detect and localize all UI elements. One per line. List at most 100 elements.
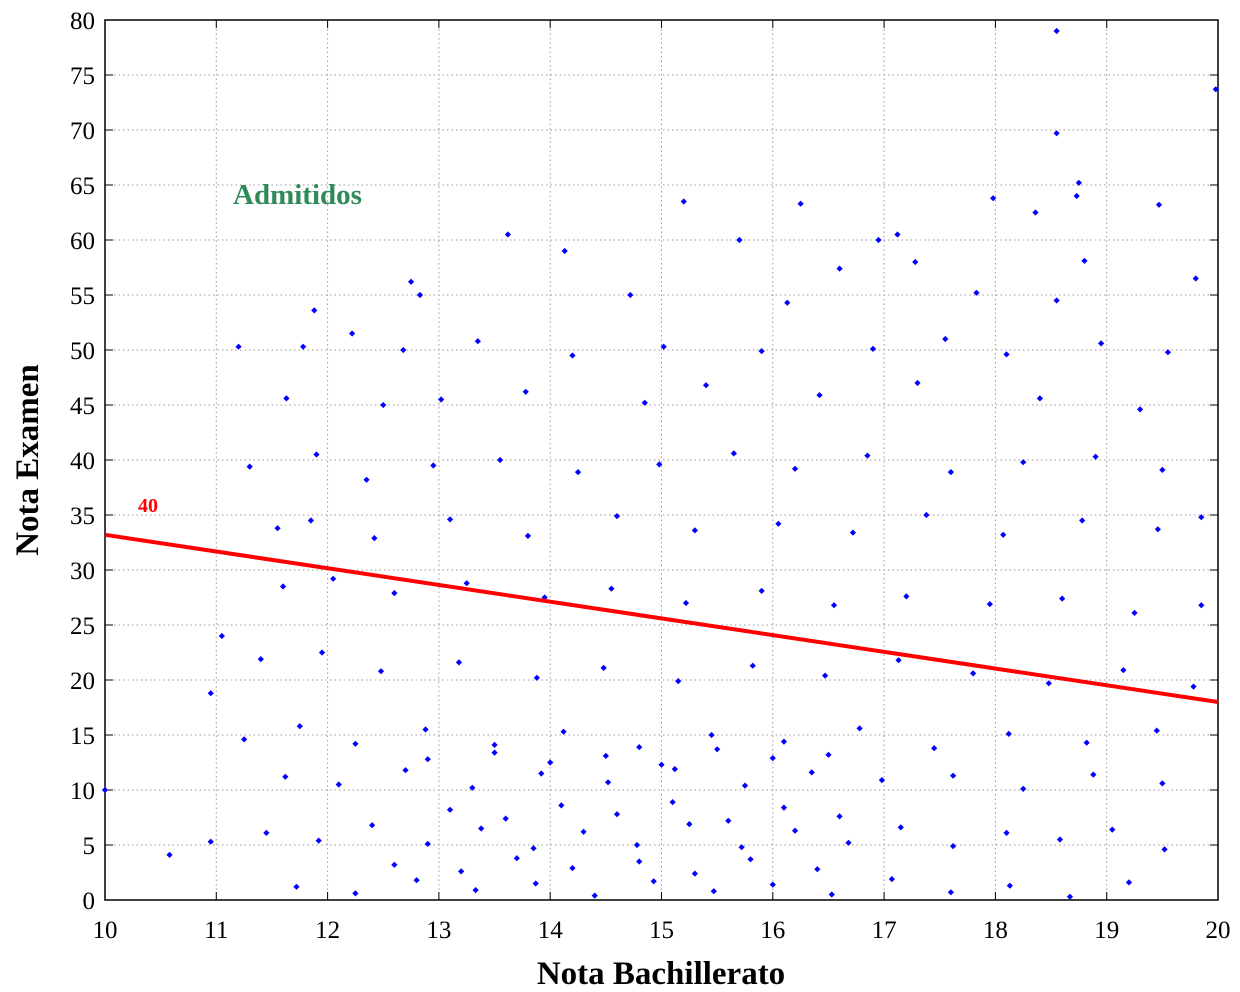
y-tick-label: 55 <box>70 283 95 310</box>
data-point <box>775 520 782 527</box>
data-point <box>613 811 621 818</box>
region-label-admitidos: Admitidos <box>233 179 362 211</box>
data-point <box>307 517 315 524</box>
data-point <box>438 396 445 403</box>
y-tick-label: 70 <box>70 118 95 145</box>
data-point <box>1131 609 1138 617</box>
data-point <box>472 886 479 894</box>
data-point <box>560 728 567 735</box>
data-point <box>207 690 214 697</box>
data-point <box>613 512 621 520</box>
data-point <box>502 815 509 822</box>
data-point <box>282 773 289 780</box>
data-point <box>296 723 303 730</box>
data-point <box>864 452 871 459</box>
x-tick-label: 14 <box>538 917 564 944</box>
data-point <box>524 532 532 540</box>
data-point <box>1059 595 1066 602</box>
x-tick-label: 20 <box>1206 917 1231 944</box>
data-point <box>633 841 641 849</box>
data-point <box>463 580 470 587</box>
data-point <box>371 534 378 542</box>
data-point <box>680 198 687 205</box>
data-point <box>522 388 529 395</box>
data-point <box>1020 785 1027 793</box>
data-point <box>947 889 954 896</box>
data-point <box>416 291 424 299</box>
data-point <box>780 804 788 811</box>
data-point <box>446 806 454 813</box>
data-point <box>714 746 721 753</box>
data-point <box>830 602 838 609</box>
data-point <box>1066 893 1074 900</box>
data-point <box>283 395 290 402</box>
x-tick-label: 13 <box>426 917 451 944</box>
data-point <box>504 231 512 238</box>
data-point <box>391 589 398 597</box>
y-axis-title: Nota Examen <box>10 364 46 556</box>
data-point <box>218 632 225 640</box>
data-point <box>400 346 407 354</box>
data-point <box>335 781 342 788</box>
data-point <box>1212 86 1219 93</box>
data-point <box>413 877 420 884</box>
y-tick-label: 65 <box>70 173 95 200</box>
data-point <box>736 236 743 244</box>
data-point <box>758 347 765 355</box>
data-point <box>207 838 214 845</box>
data-point <box>725 817 732 824</box>
y-tick-label: 75 <box>70 63 95 90</box>
data-point <box>569 352 576 359</box>
data-point <box>973 289 980 296</box>
data-point <box>691 527 699 534</box>
data-point <box>407 278 415 285</box>
data-point <box>903 593 910 600</box>
data-point <box>497 456 504 464</box>
data-point <box>1192 275 1199 282</box>
x-axis-ticks: 10 11 12 13 14 15 16 17 18 19 20 <box>93 20 1231 944</box>
data-point <box>669 798 676 806</box>
y-axis-ticks: 0 5 10 15 20 25 30 35 40 45 50 55 60 65 70 75 80 <box>70 8 1218 915</box>
data-point <box>1053 27 1060 35</box>
data-point <box>741 782 749 789</box>
data-point <box>856 725 863 732</box>
data-point <box>1073 192 1080 200</box>
data-point <box>691 870 699 877</box>
data-point <box>166 851 173 859</box>
data-point <box>656 461 663 468</box>
data-point <box>1020 459 1027 466</box>
x-tick-label: 15 <box>649 917 674 944</box>
data-point <box>636 858 643 865</box>
data-point <box>780 738 788 745</box>
data-point <box>241 736 248 743</box>
data-point <box>315 837 322 844</box>
data-point <box>923 511 930 519</box>
data-point <box>878 776 885 784</box>
data-point <box>747 856 754 863</box>
data-point <box>533 674 540 681</box>
data-point <box>263 829 270 837</box>
data-point <box>682 599 690 607</box>
data-point <box>931 745 938 752</box>
y-tick-label: 60 <box>70 228 95 255</box>
data-point <box>821 672 829 679</box>
data-point <box>352 890 359 897</box>
data-point <box>769 881 776 888</box>
data-point <box>1003 351 1010 358</box>
data-point <box>491 741 498 749</box>
x-tick-label: 12 <box>315 917 340 944</box>
data-point <box>561 247 568 255</box>
data-point <box>369 822 376 829</box>
y-tick-label: 20 <box>70 668 95 695</box>
data-point <box>1000 531 1007 538</box>
data-point <box>380 401 387 409</box>
y-tick-label: 5 <box>83 833 96 860</box>
data-point <box>279 583 287 590</box>
data-point <box>816 391 823 399</box>
data-point <box>313 451 320 458</box>
data-point <box>430 462 437 469</box>
data-point <box>671 765 678 773</box>
data-point <box>791 827 799 834</box>
data-point <box>1005 730 1012 738</box>
data-point <box>391 861 398 868</box>
